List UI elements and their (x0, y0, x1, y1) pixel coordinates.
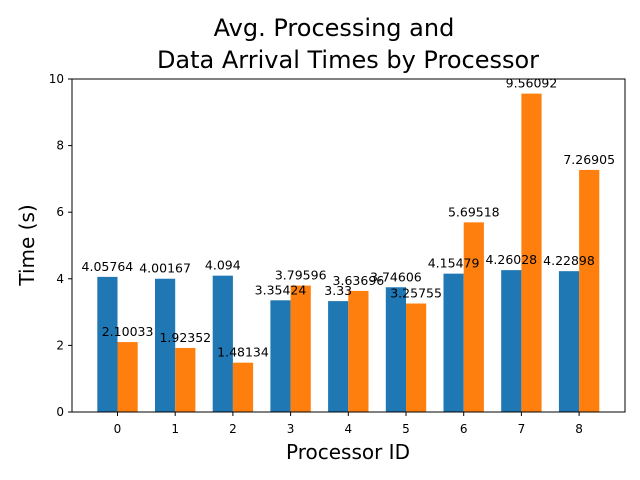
arrival-value-label-0: 2.10033 (102, 324, 154, 339)
y-tick-label-2: 2 (56, 338, 64, 352)
y-tick-label-6: 6 (56, 205, 64, 219)
arrival-bar-8 (579, 169, 600, 412)
processing-value-label-5: 3.74606 (370, 269, 422, 284)
processing-value-label-4: 3.33 (324, 283, 352, 298)
arrival-bar-7 (521, 93, 542, 413)
arrival-bar-6 (463, 222, 484, 412)
y-tick-label-10: 10 (49, 72, 64, 86)
processing-bar-6 (443, 273, 464, 412)
processing-value-label-0: 4.05764 (82, 259, 134, 274)
processing-value-label-2: 4.094 (205, 258, 241, 273)
processing-bar-5 (385, 287, 406, 412)
x-tick-label-6: 6 (460, 422, 468, 436)
processing-value-label-7: 4.26028 (485, 252, 537, 267)
x-tick-label-0: 0 (114, 422, 122, 436)
arrival-bar-1 (175, 347, 196, 412)
arrival-value-label-5: 3.25755 (390, 286, 442, 301)
x-tick-label-5: 5 (402, 422, 410, 436)
arrival-value-label-4: 3.63696 (333, 273, 385, 288)
arrival-bar-3 (290, 285, 311, 412)
processing-value-label-6: 4.15479 (428, 256, 480, 271)
processing-bar-2 (212, 275, 233, 412)
arrival-value-label-7: 9.56092 (506, 76, 558, 91)
processing-bar-7 (501, 270, 522, 412)
arrival-bar-2 (232, 362, 254, 412)
processing-value-label-8: 4.22898 (543, 253, 595, 268)
arrival-bar-0 (117, 342, 138, 412)
processing-bar-1 (155, 278, 176, 412)
processing-bar-8 (558, 271, 580, 412)
arrival-bar-4 (348, 290, 369, 412)
x-tick-label-3: 3 (287, 422, 295, 436)
arrival-value-label-3: 3.79596 (275, 268, 327, 283)
processing-bar-4 (328, 301, 349, 412)
arrival-bar-5 (406, 303, 427, 412)
x-axis-label: Processor ID (286, 440, 410, 464)
chart-title-line-1: Avg. Processing and (214, 14, 455, 42)
y-tick-label-8: 8 (56, 139, 64, 153)
x-tick-label-8: 8 (575, 422, 583, 436)
arrival-value-label-1: 1.92352 (159, 330, 211, 345)
axes-layer: 0 1 2 3 4 5 6 7 8 0 2 4 6 8 10 (49, 72, 626, 436)
plot-frame (71, 78, 626, 413)
processing-bar-0 (97, 276, 118, 412)
data-labels-layer: 4.05764 2.10033 4.00167 1.92352 4.094 1.48134… (82, 76, 616, 360)
processing-value-label-1: 4.00167 (139, 261, 191, 276)
arrival-value-label-8: 7.26905 (563, 152, 615, 167)
y-tick-label-0: 0 (56, 405, 64, 419)
x-tick-label-4: 4 (344, 422, 352, 436)
arrival-value-label-2: 1.48134 (217, 345, 269, 360)
y-axis-label: Time (s) (15, 204, 39, 286)
processing-value-label-3: 3.35424 (255, 282, 307, 297)
bars-layer (97, 93, 600, 413)
x-tick-label-7: 7 (518, 422, 526, 436)
processing-bar-3 (270, 300, 291, 412)
x-tick-label-1: 1 (171, 422, 179, 436)
chart-title-line-2: Data Arrival Times by Processor (157, 46, 539, 74)
arrival-value-label-6: 5.69518 (448, 204, 500, 219)
x-tick-label-2: 2 (229, 422, 237, 436)
y-tick-label-4: 4 (56, 272, 64, 286)
